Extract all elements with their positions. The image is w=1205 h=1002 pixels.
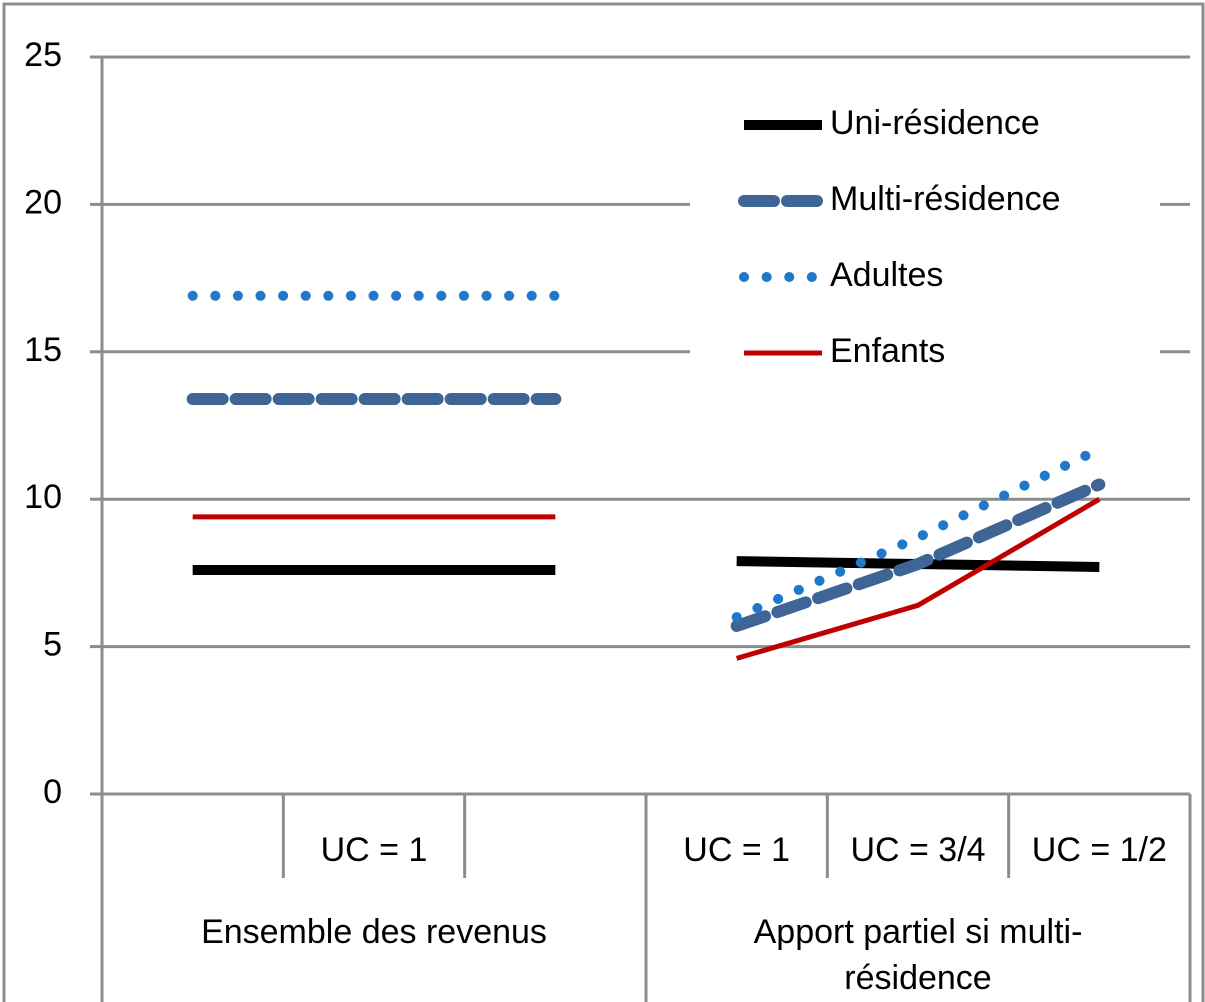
y-tick-label: 0: [43, 773, 62, 811]
y-tick-label: 10: [24, 478, 62, 516]
x-tick-label: UC = 1/2: [1032, 831, 1167, 869]
group-label: Apport partiel si multi-résidence: [753, 913, 1083, 997]
legend-label: Enfants: [830, 332, 945, 370]
y-tick-label: 25: [24, 36, 62, 74]
legend: Uni-résidence Multi-résidence Adultes Enfan…: [690, 95, 1160, 385]
legend-label: Uni-résidence: [830, 104, 1040, 142]
y-tick-label: 20: [24, 183, 62, 221]
x-tick-label: UC = 1: [683, 831, 790, 869]
y-tick-label: 5: [43, 626, 62, 664]
legend-label: Adultes: [830, 256, 943, 294]
x-tick-label: UC = 1: [321, 831, 428, 869]
legend-box: [690, 95, 1160, 385]
group-label: Ensemble des revenus: [201, 913, 547, 951]
x-tick-label: UC = 3/4: [850, 831, 985, 869]
series-line: [731, 444, 1105, 623]
series-line: [730, 478, 1106, 632]
series-line: [735, 497, 1101, 661]
y-tick-label: 15: [24, 331, 62, 369]
legend-label: Multi-résidence: [830, 180, 1061, 218]
